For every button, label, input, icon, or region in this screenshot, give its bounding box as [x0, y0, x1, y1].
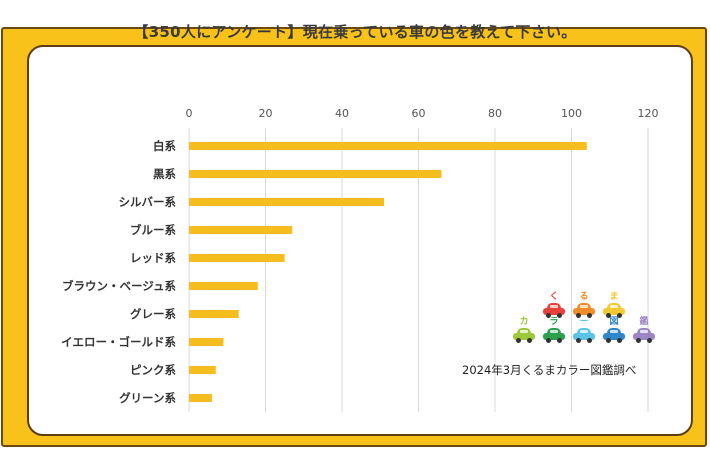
chart-panel	[27, 45, 693, 436]
bar	[189, 282, 258, 290]
chart-frame	[1, 27, 707, 447]
logo-char: く	[549, 292, 559, 302]
logo-car-item: カ	[512, 317, 536, 343]
bar	[189, 226, 293, 234]
logo-bottom-row: カラー図鑑	[504, 317, 664, 343]
category-label: 白系	[153, 139, 176, 153]
x-tick-label: 0	[186, 107, 193, 120]
bar	[189, 366, 216, 374]
category-label: 黒系	[153, 167, 176, 181]
logo-car-item: 図	[602, 317, 626, 343]
car-icon	[603, 328, 625, 343]
x-tick-label: 20	[259, 107, 273, 120]
car-icon	[573, 328, 595, 343]
bar	[189, 198, 385, 206]
car-icon	[543, 328, 565, 343]
logo-char: ラ	[549, 317, 559, 327]
bar	[189, 142, 587, 150]
logo-car-item: く	[542, 292, 566, 318]
kuruma-color-zukan-logo: く る ま カ ラ ー 図 鑑	[504, 292, 664, 362]
category-label: ピンク系	[130, 363, 176, 377]
x-tick-label: 60	[412, 107, 426, 120]
bar	[189, 254, 285, 262]
logo-char: ー	[579, 317, 589, 327]
logo-char: る	[579, 292, 589, 302]
x-tick-label: 120	[638, 107, 659, 120]
logo-char: ま	[609, 292, 619, 302]
x-tick-label: 80	[488, 107, 502, 120]
logo-car-item: 鑑	[632, 317, 656, 343]
category-label: イエロー・ゴールド系	[61, 335, 176, 349]
bar	[189, 338, 224, 346]
x-tick-label: 40	[335, 107, 349, 120]
x-axis-ticks: 0 20 40 60 80 100 120	[186, 107, 659, 120]
logo-char: 図	[609, 317, 619, 327]
car-icon	[573, 303, 595, 318]
category-label: レッド系	[130, 251, 176, 265]
car-icon	[513, 328, 535, 343]
category-label: ブルー系	[130, 223, 176, 237]
logo-char: 鑑	[639, 317, 649, 327]
x-tick-label: 100	[561, 107, 582, 120]
bar	[189, 310, 239, 318]
logo-car-item: ラ	[542, 317, 566, 343]
category-label: グレー系	[130, 307, 176, 321]
category-label: グリーン系	[119, 391, 176, 405]
logo-char: カ	[519, 317, 529, 327]
logo-car-item: る	[572, 292, 596, 318]
chart-title: 【350人にアンケート】現在乗っている車の色を教えて下さい。	[133, 23, 577, 41]
car-icon	[543, 303, 565, 318]
source-note: 2024年3月くるまカラー図鑑調べ	[462, 363, 637, 377]
logo-top-row: くるま	[504, 292, 664, 318]
category-labels: 白系黒系シルバー系ブルー系レッド系ブラウン・ベージュ系グレー系イエロー・ゴールド…	[61, 139, 176, 405]
logo-car-item: ま	[602, 292, 626, 318]
bar	[189, 394, 212, 402]
car-icon	[603, 303, 625, 318]
bar	[189, 170, 442, 178]
bars	[189, 142, 587, 402]
category-label: ブラウン・ベージュ系	[62, 279, 176, 293]
logo-car-item: ー	[572, 317, 596, 343]
category-label: シルバー系	[119, 195, 177, 209]
car-icon	[633, 328, 655, 343]
